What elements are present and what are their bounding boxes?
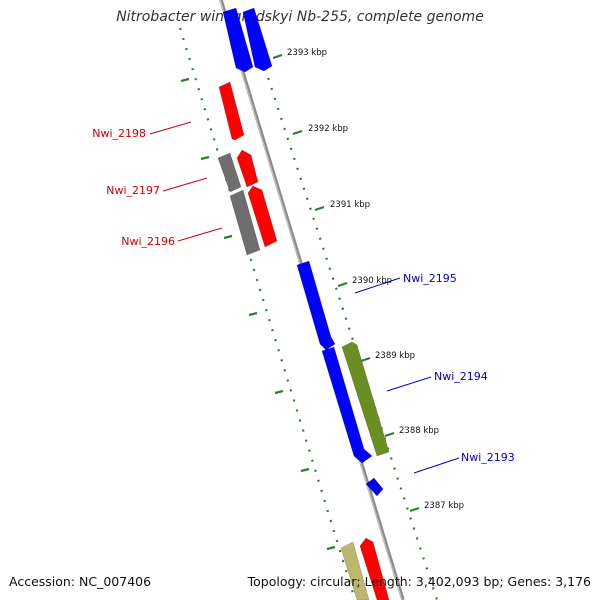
left-major-tick-4	[274, 389, 284, 395]
left-major-tick-6	[326, 545, 336, 551]
left-major-tick-0	[180, 77, 190, 83]
gene-arrow-nwi-2196-gray[interactable]	[229, 189, 261, 256]
gene-arrow-nwi-2197-red[interactable]	[236, 149, 259, 188]
left-major-tick-2	[223, 234, 233, 240]
gene-arrow-nwi-2193[interactable]	[365, 477, 384, 497]
gene-label-nwi-2198[interactable]: Nwi_2198	[92, 127, 146, 140]
leader-nwi-2197	[162, 177, 208, 192]
genome-summary-text: Topology: circular; Length: 3,402,093 bp…	[247, 574, 591, 589]
gene-arrow-bottom-red[interactable]	[359, 537, 390, 600]
gene-arrow-nwi-2194-blue[interactable]	[321, 346, 373, 464]
gene-arrow-nwi-2195[interactable]	[296, 260, 336, 351]
gene-labels: Nwi_2198 Nwi_2197 Nwi_2196 Nwi_2195 Nwi_…	[92, 127, 515, 464]
tick-track-left	[178, 27, 357, 600]
major-tick-0	[272, 53, 283, 60]
left-major-tick-1	[200, 155, 210, 161]
gene-label-nwi-2197[interactable]: Nwi_2197	[106, 184, 160, 197]
gene-arrow-nwi-2194-olive[interactable]	[341, 341, 390, 457]
gene-label-nwi-2196[interactable]: Nwi_2196	[121, 235, 175, 248]
major-tick-5	[384, 431, 395, 438]
gene-arrow-top-blue-right[interactable]	[242, 7, 273, 72]
gene-arrows	[217, 7, 390, 600]
gene-label-nwi-2194[interactable]: Nwi_2194	[434, 370, 488, 383]
left-major-tick-3	[248, 311, 258, 317]
position-label-2387: 2387 kbp	[424, 501, 464, 511]
position-label-2388: 2388 kbp	[399, 426, 439, 436]
major-tick-4	[360, 356, 371, 363]
major-tick-3	[337, 281, 348, 288]
map-title: Nitrobacter winogradskyi Nb-255, complet…	[116, 9, 484, 25]
position-label-2391: 2391 kbp	[330, 200, 370, 210]
major-tick-2	[314, 205, 325, 212]
major-tick-6	[409, 506, 420, 513]
leader-nwi-2195	[354, 277, 401, 294]
left-major-tick-5	[300, 467, 310, 473]
tick-marks	[180, 53, 420, 551]
leader-nwi-2196	[177, 227, 223, 242]
tick-track-right	[250, 27, 439, 600]
position-label-2392: 2392 kbp	[308, 124, 348, 134]
leader-nwi-2193	[413, 457, 460, 474]
gene-arrow-nwi-2196-red[interactable]	[247, 185, 278, 248]
gene-label-nwi-2195[interactable]: Nwi_2195	[403, 272, 457, 285]
gene-arrow-nwi-2198[interactable]	[218, 81, 245, 141]
position-label-2389: 2389 kbp	[375, 351, 415, 361]
gene-label-nwi-2193[interactable]: Nwi_2193	[461, 451, 515, 464]
position-labels: 2393 kbp 2392 kbp 2391 kbp 2390 kbp 2389…	[287, 48, 464, 511]
gene-arrow-bottom-khaki[interactable]	[340, 541, 370, 600]
gene-arrow-top-blue-left[interactable]	[222, 7, 254, 73]
gene-arrow-nwi-2197-gray[interactable]	[217, 152, 242, 193]
leader-nwi-2198	[149, 121, 192, 135]
leader-nwi-2194	[386, 376, 432, 392]
position-label-2393: 2393 kbp	[287, 48, 327, 58]
position-label-2390: 2390 kbp	[352, 276, 392, 286]
accession-text: Accession: NC_007406	[9, 574, 152, 589]
major-tick-1	[292, 129, 303, 136]
gene-label-leaders	[149, 121, 460, 474]
